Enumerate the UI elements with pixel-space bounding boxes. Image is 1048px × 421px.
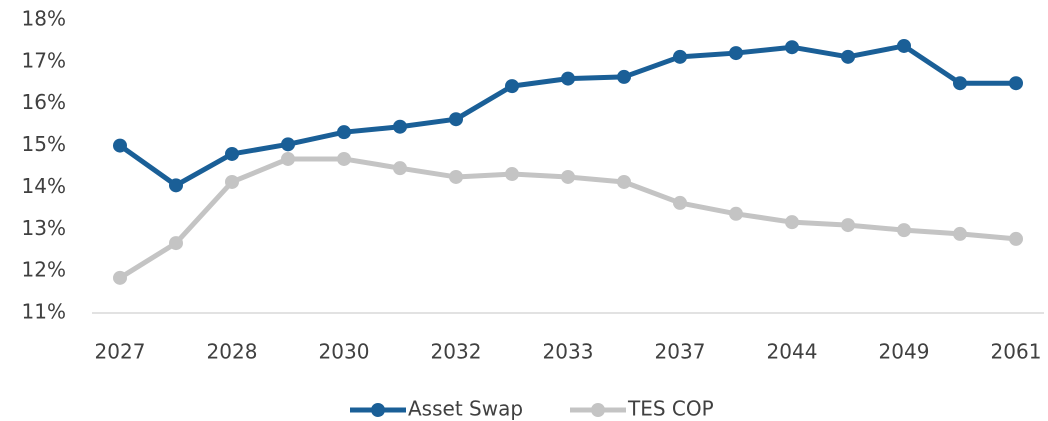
marker — [673, 195, 687, 210]
y-tick-label: 11% — [22, 300, 66, 324]
marker — [449, 112, 463, 127]
marker — [953, 226, 967, 241]
marker — [505, 167, 519, 182]
marker — [393, 161, 407, 176]
y-tick-label: 15% — [22, 132, 66, 156]
marker — [393, 119, 407, 134]
y-tick-label: 13% — [22, 216, 66, 240]
x-tick-label: 2037 — [655, 340, 706, 364]
legend-label: TES COP — [627, 397, 714, 421]
marker — [337, 125, 351, 140]
y-tick-label: 18% — [22, 7, 66, 31]
marker — [561, 169, 575, 184]
marker — [281, 137, 295, 152]
x-tick-label: 2027 — [95, 340, 146, 364]
marker — [841, 218, 855, 233]
y-tick-label: 17% — [22, 48, 66, 72]
marker — [449, 169, 463, 184]
marker — [169, 178, 183, 193]
legend-marker — [591, 403, 605, 417]
y-tick-label: 12% — [22, 258, 66, 282]
marker — [729, 206, 743, 221]
marker — [673, 49, 687, 64]
marker — [505, 79, 519, 94]
x-tick-label: 2044 — [767, 340, 818, 364]
x-tick-label: 2061 — [991, 340, 1042, 364]
x-tick-label: 2032 — [431, 340, 482, 364]
marker — [225, 146, 239, 161]
marker — [281, 151, 295, 166]
marker — [337, 151, 351, 166]
marker — [841, 49, 855, 64]
marker — [897, 38, 911, 53]
marker — [1009, 231, 1023, 246]
marker — [729, 46, 743, 61]
legend-label: Asset Swap — [408, 397, 523, 421]
marker — [113, 270, 127, 285]
marker — [561, 71, 575, 86]
y-tick-label: 14% — [22, 174, 66, 198]
marker — [897, 223, 911, 238]
y-tick-label: 16% — [22, 90, 66, 114]
marker — [617, 69, 631, 84]
series-line — [118, 43, 1016, 188]
x-tick-label: 2030 — [319, 340, 370, 364]
marker — [225, 174, 239, 189]
legend-marker — [371, 403, 385, 417]
marker — [113, 138, 127, 153]
x-tick-label: 2033 — [543, 340, 594, 364]
marker — [785, 215, 799, 230]
marker — [785, 40, 799, 55]
marker — [169, 236, 183, 251]
x-tick-label: 2049 — [879, 340, 930, 364]
marker — [617, 174, 631, 189]
marker — [953, 76, 967, 91]
x-tick-label: 2028 — [207, 340, 258, 364]
marker — [1009, 76, 1023, 91]
